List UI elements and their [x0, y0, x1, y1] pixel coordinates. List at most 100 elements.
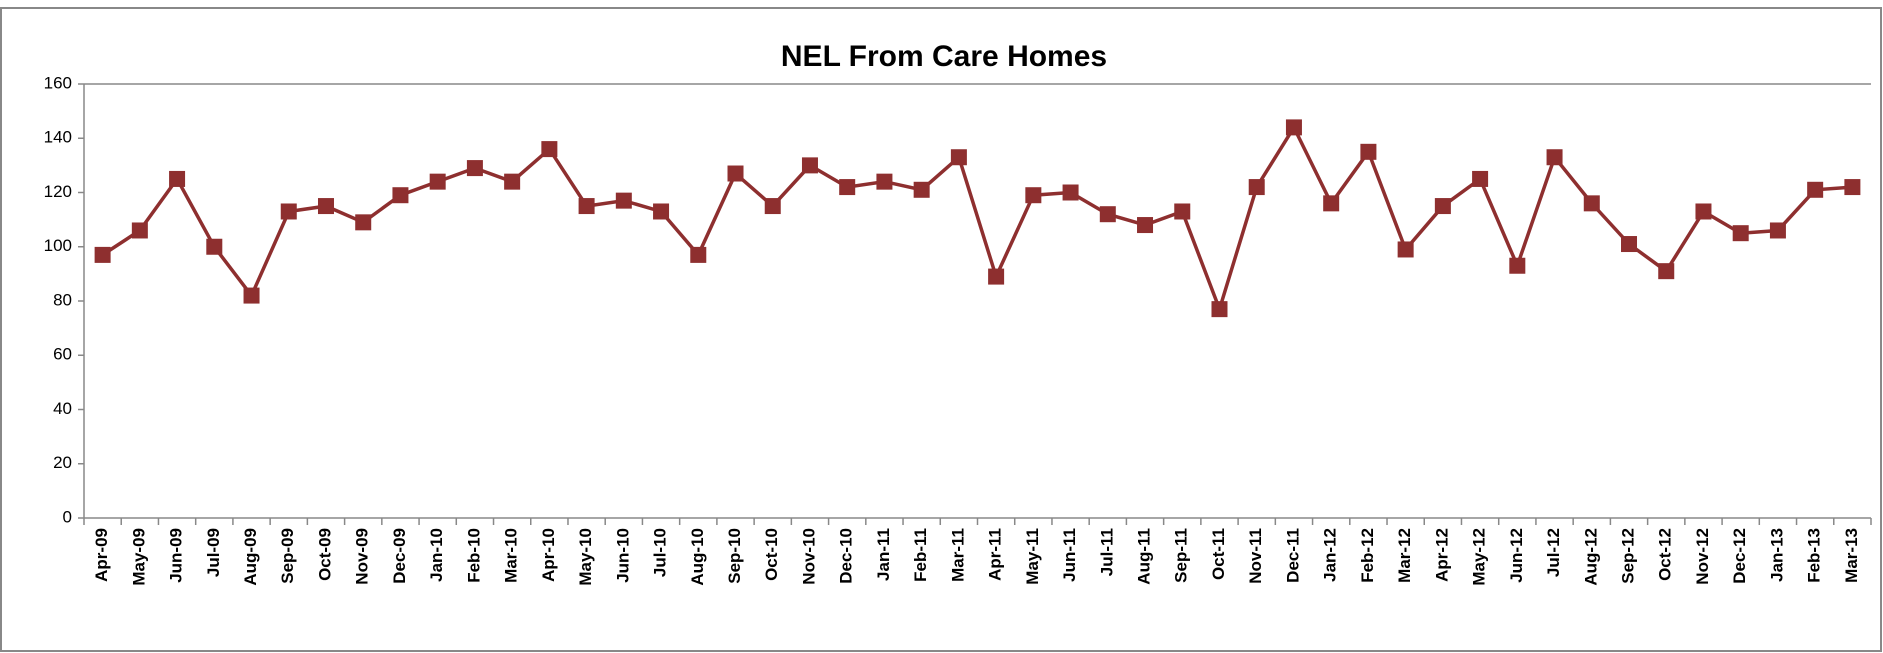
x-tick-label: Jan-13 [1767, 528, 1786, 582]
data-point [169, 170, 186, 187]
data-point [615, 192, 632, 209]
x-tick-label: Dec-12 [1730, 528, 1749, 584]
data-point [1285, 119, 1302, 136]
data-point [429, 173, 446, 190]
x-tick-label: Oct-09 [315, 528, 334, 581]
x-tick-label: Mar-11 [948, 528, 967, 582]
data-point [94, 246, 111, 263]
data-point [1137, 217, 1154, 234]
x-tick-label: Feb-12 [1358, 528, 1377, 583]
x-tick-label: Jul-09 [204, 528, 223, 577]
chart-title: NEL From Care Homes [781, 40, 1107, 73]
y-tick-label: 20 [53, 453, 72, 472]
x-tick-label: Apr-11 [986, 528, 1005, 581]
x-tick-label: Oct-10 [762, 528, 781, 581]
x-tick-label: Dec-09 [390, 528, 409, 584]
data-point [1844, 179, 1861, 196]
data-point [1397, 241, 1414, 258]
data-point [578, 198, 595, 215]
data-point [801, 157, 818, 174]
data-point [1658, 263, 1675, 280]
x-tick-label: Jan-10 [427, 528, 446, 582]
data-point [504, 173, 521, 190]
data-point [317, 198, 334, 215]
data-point [1360, 143, 1377, 160]
x-tick-label: Jul-11 [1097, 528, 1116, 576]
x-tick-label: Jul-10 [651, 528, 670, 577]
x-tick-label: Mar-12 [1395, 528, 1414, 583]
x-tick-label: Nov-09 [353, 528, 372, 585]
data-point [1769, 222, 1786, 239]
data-point [1025, 187, 1042, 204]
x-tick-label: Apr-10 [539, 528, 558, 582]
data-point [876, 173, 893, 190]
x-tick-label: Sep-10 [725, 528, 744, 584]
x-tick-label: Nov-12 [1693, 528, 1712, 585]
x-tick-label: Jan-12 [1321, 528, 1340, 582]
data-point [206, 238, 223, 255]
x-tick-label: Nov-10 [799, 528, 818, 585]
x-tick-label: Mar-10 [502, 528, 521, 583]
chart-frame [0, 7, 1882, 652]
y-tick-label: 0 [63, 507, 72, 526]
data-point [727, 165, 744, 182]
y-tick-label: 80 [53, 290, 72, 309]
x-tick-label: Dec-10 [837, 528, 856, 584]
data-point [839, 179, 856, 196]
x-tick-label: Feb-10 [464, 528, 483, 583]
x-tick-label: Nov-11 [1246, 528, 1265, 584]
y-tick-label: 140 [44, 128, 72, 147]
data-point [1211, 301, 1228, 318]
x-tick-label: Jun-12 [1507, 528, 1526, 583]
data-point [1695, 203, 1712, 220]
x-tick-label: May-12 [1470, 528, 1489, 586]
data-point [1807, 181, 1824, 198]
x-tick-label: Aug-11 [1135, 528, 1154, 585]
y-tick-label: 100 [44, 236, 72, 255]
data-point [913, 181, 930, 198]
y-tick-label: 120 [44, 182, 72, 201]
x-tick-label: May-10 [576, 528, 595, 586]
data-point [690, 246, 707, 263]
data-point [988, 268, 1005, 285]
data-point [1621, 236, 1638, 253]
data-point [466, 160, 483, 177]
data-point [355, 214, 372, 231]
x-tick-label: Dec-11 [1283, 528, 1302, 583]
x-tick-label: Jun-11 [1060, 528, 1079, 582]
data-point [392, 187, 409, 204]
data-point [1732, 225, 1749, 242]
x-tick-label: May-09 [129, 528, 148, 586]
data-point [1323, 195, 1340, 212]
data-point [950, 149, 967, 166]
data-point [1583, 195, 1600, 212]
data-point [1062, 184, 1079, 201]
x-tick-label: Jun-10 [613, 528, 632, 583]
x-tick-label: Apr-09 [92, 528, 111, 582]
data-point [653, 203, 670, 220]
data-point [243, 287, 260, 304]
data-point [541, 141, 558, 158]
x-tick-label: Jun-09 [167, 528, 186, 583]
x-tick-label: Feb-11 [911, 528, 930, 582]
y-tick-label: 40 [53, 399, 72, 418]
x-tick-label: Feb-13 [1805, 528, 1824, 583]
x-tick-label: Aug-09 [241, 528, 260, 586]
x-tick-label: Apr-12 [1432, 528, 1451, 582]
x-tick-label: Oct-12 [1656, 528, 1675, 581]
y-tick-label: 60 [53, 345, 72, 364]
data-point [1546, 149, 1563, 166]
x-tick-label: Mar-13 [1842, 528, 1861, 583]
data-point [764, 198, 781, 215]
data-point [1472, 170, 1489, 187]
x-tick-label: Oct-11 [1209, 528, 1228, 580]
x-tick-label: Sep-12 [1618, 528, 1637, 584]
x-tick-label: Aug-10 [688, 528, 707, 586]
data-point [131, 222, 148, 239]
x-tick-label: May-11 [1023, 528, 1042, 585]
x-tick-label: Sep-11 [1172, 528, 1191, 583]
data-point [1174, 203, 1191, 220]
y-tick-label: 160 [44, 73, 72, 92]
data-point [1509, 257, 1526, 274]
